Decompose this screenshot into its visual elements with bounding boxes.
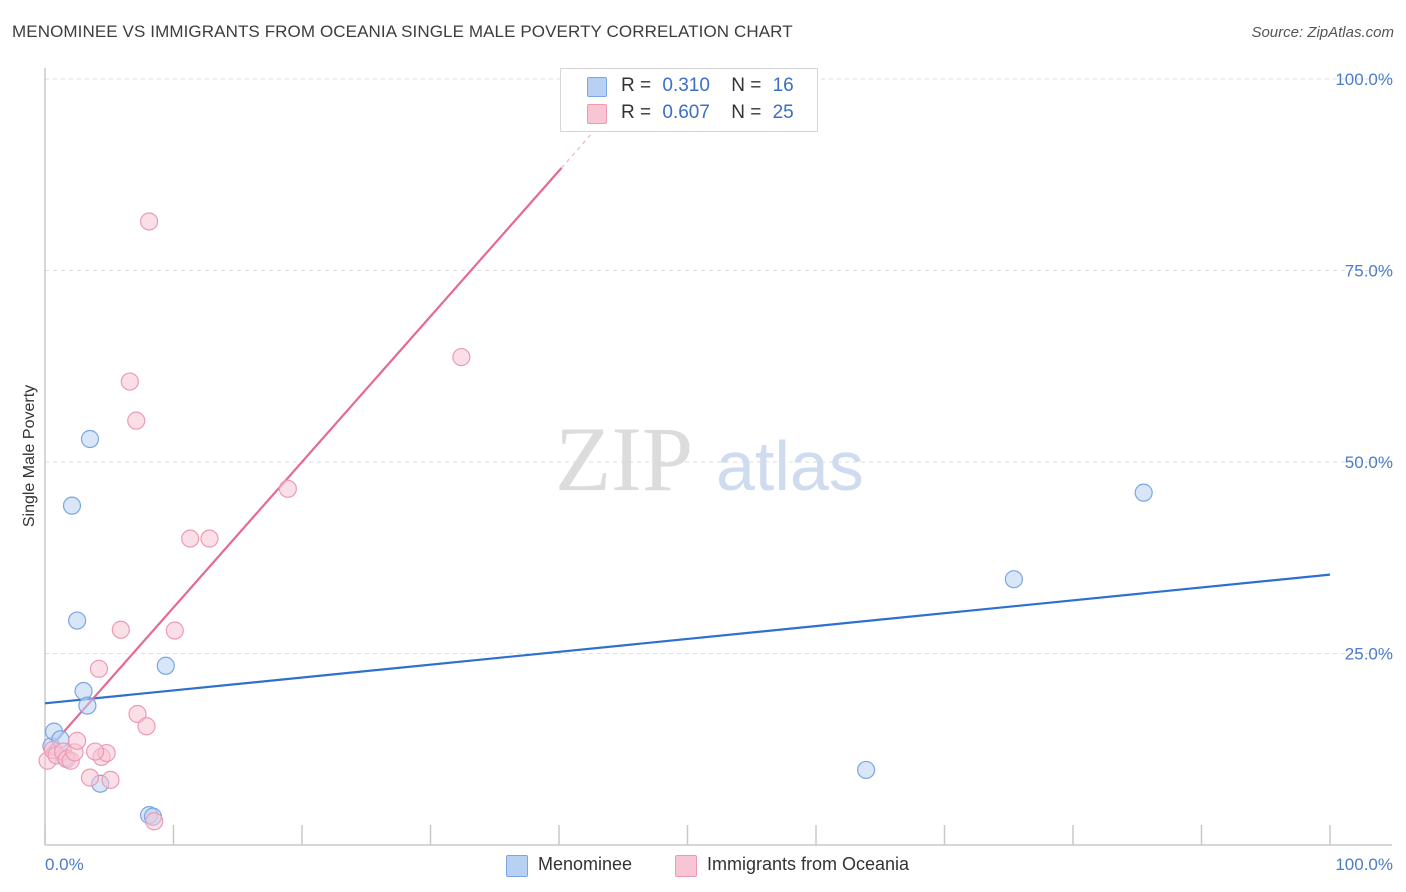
r-value: 0.310	[662, 75, 710, 96]
oceania-point	[137, 717, 156, 736]
axes	[44, 68, 1392, 846]
oceania-point	[86, 742, 105, 761]
menominee-point	[78, 696, 97, 715]
oceania-swatch	[587, 104, 607, 124]
oceania-point	[139, 212, 159, 231]
r-label: R =	[621, 75, 652, 96]
y-tick-label: 25.0%	[1345, 645, 1393, 664]
oceania-trendline-extension	[561, 117, 606, 169]
oceania-point	[128, 704, 147, 724]
watermark-atlas: atlas	[716, 427, 864, 505]
gridlines	[45, 78, 1392, 654]
y-tick-label: 100.0%	[1335, 70, 1393, 89]
oceania-point	[127, 411, 146, 430]
series-legend: Menominee Immigrants from Oceania	[0, 850, 1406, 878]
r-value: 0.607	[662, 102, 710, 123]
menominee-point	[1004, 570, 1023, 589]
chart-title: MENOMINEE VS IMMIGRANTS FROM OCEANIA SIN…	[12, 22, 793, 41]
menominee-legend-swatch	[506, 855, 528, 877]
oceania-point	[452, 347, 471, 367]
data-points	[38, 212, 1153, 831]
r-label: R =	[621, 102, 652, 123]
n-value: 25	[772, 102, 794, 123]
oceania-point	[165, 621, 184, 640]
menominee-point	[62, 496, 82, 515]
oceania-trendline	[44, 167, 563, 754]
oceania-point	[278, 479, 297, 498]
trendlines	[44, 117, 1331, 754]
watermark-zip: ZIP	[555, 408, 693, 510]
menominee-point	[80, 429, 100, 449]
legend-label: Immigrants from Oceania	[707, 854, 910, 874]
y-tick-label: 50.0%	[1345, 453, 1393, 472]
oceania-point	[80, 768, 100, 787]
n-value: 16	[772, 75, 794, 96]
n-label: N =	[731, 75, 762, 96]
menominee-point	[156, 656, 175, 675]
oceania-point	[145, 812, 164, 831]
x-tick-label: 100.0%	[1335, 855, 1393, 874]
oceania-point	[111, 620, 130, 639]
x-tick-label: 0.0%	[45, 855, 84, 874]
menominee-trendline	[44, 573, 1331, 705]
stats-legend: R = 0.310 N = 16 R = 0.607 N = 25	[560, 68, 818, 132]
oceania-point	[89, 659, 109, 678]
oceania-point	[120, 372, 139, 391]
oceania-point	[200, 529, 219, 548]
tick-labels: 25.0% 50.0% 75.0% 100.0% 0.0% 100.0%	[45, 70, 1393, 874]
oceania-point	[101, 770, 120, 789]
n-label: N =	[731, 102, 762, 123]
oceania-legend-swatch	[675, 855, 697, 877]
y-axis-label: Single Male Poverty	[21, 385, 38, 527]
menominee-swatch	[587, 77, 607, 97]
oceania-point	[181, 529, 200, 548]
menominee-point	[857, 760, 876, 780]
oceania-point	[68, 731, 87, 750]
legend-label: Menominee	[538, 854, 633, 874]
menominee-point	[68, 611, 87, 630]
y-tick-label: 75.0%	[1345, 262, 1393, 281]
menominee-point	[1134, 483, 1153, 502]
source-label: Source: ZipAtlas.com	[1251, 24, 1394, 41]
